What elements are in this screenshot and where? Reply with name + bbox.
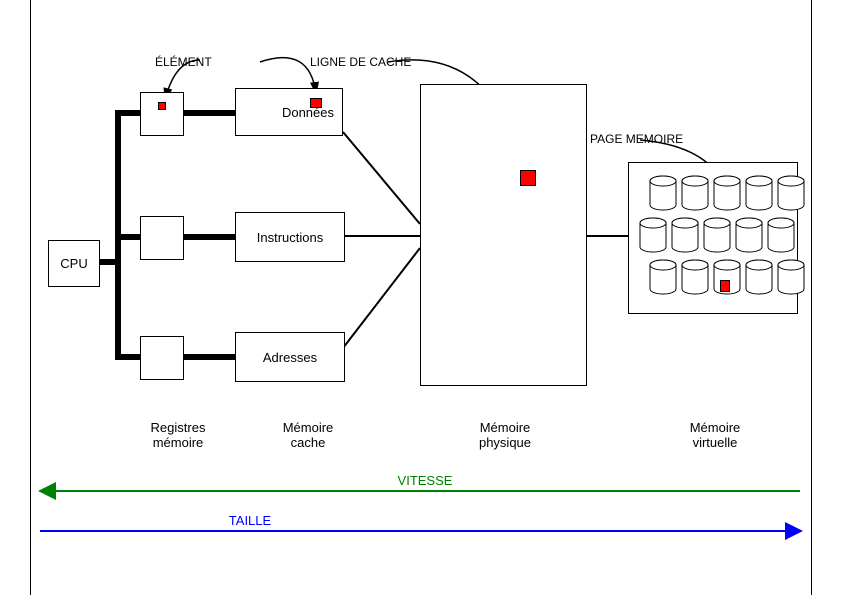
cache-label-instr: Instructions [257,230,323,245]
cache-box-data: Données [235,88,343,136]
cache-box-addr: Adresses [235,332,345,382]
register-box-2 [140,336,184,380]
cache-label-data: Données [282,105,334,120]
cpu-box: CPU [48,240,100,287]
size-arrow-line [40,530,785,532]
size-arrow-label: TAILLE [215,513,285,528]
diagram-canvas: CPU Données Instructions Adresses ÉLÉMEN… [0,0,842,595]
ann-element: ÉLÉMENT [155,55,212,69]
section-label-cache: Mémoire cache [248,420,368,450]
virtual-mem-cylinders [628,162,808,322]
vm-marker [720,280,730,292]
element-marker [158,102,166,110]
ann-cacheline: LIGNE DE CACHE [310,55,411,69]
section-label-registers: Registres mémoire [118,420,238,450]
size-arrow-head [785,522,803,540]
ann-page: PAGE MEMOIRE [590,132,683,146]
page-marker [520,170,536,186]
cache-box-instr: Instructions [235,212,345,262]
cacheline-marker [310,98,322,108]
section-label-virtual: Mémoire virtuelle [650,420,780,450]
register-box-0 [140,92,184,136]
section-label-physical: Mémoire physique [440,420,570,450]
speed-arrow-label: VITESSE [380,473,470,488]
physical-mem-box [420,84,587,386]
cpu-label: CPU [60,256,87,271]
speed-arrow-line [55,490,800,492]
speed-arrow-head [38,482,56,500]
register-box-1 [140,216,184,260]
cache-label-addr: Adresses [263,350,317,365]
